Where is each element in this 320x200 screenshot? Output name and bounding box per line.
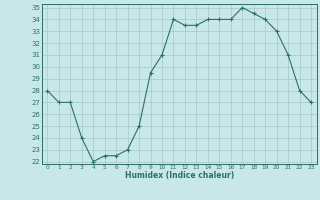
X-axis label: Humidex (Indice chaleur): Humidex (Indice chaleur) [124, 171, 234, 180]
